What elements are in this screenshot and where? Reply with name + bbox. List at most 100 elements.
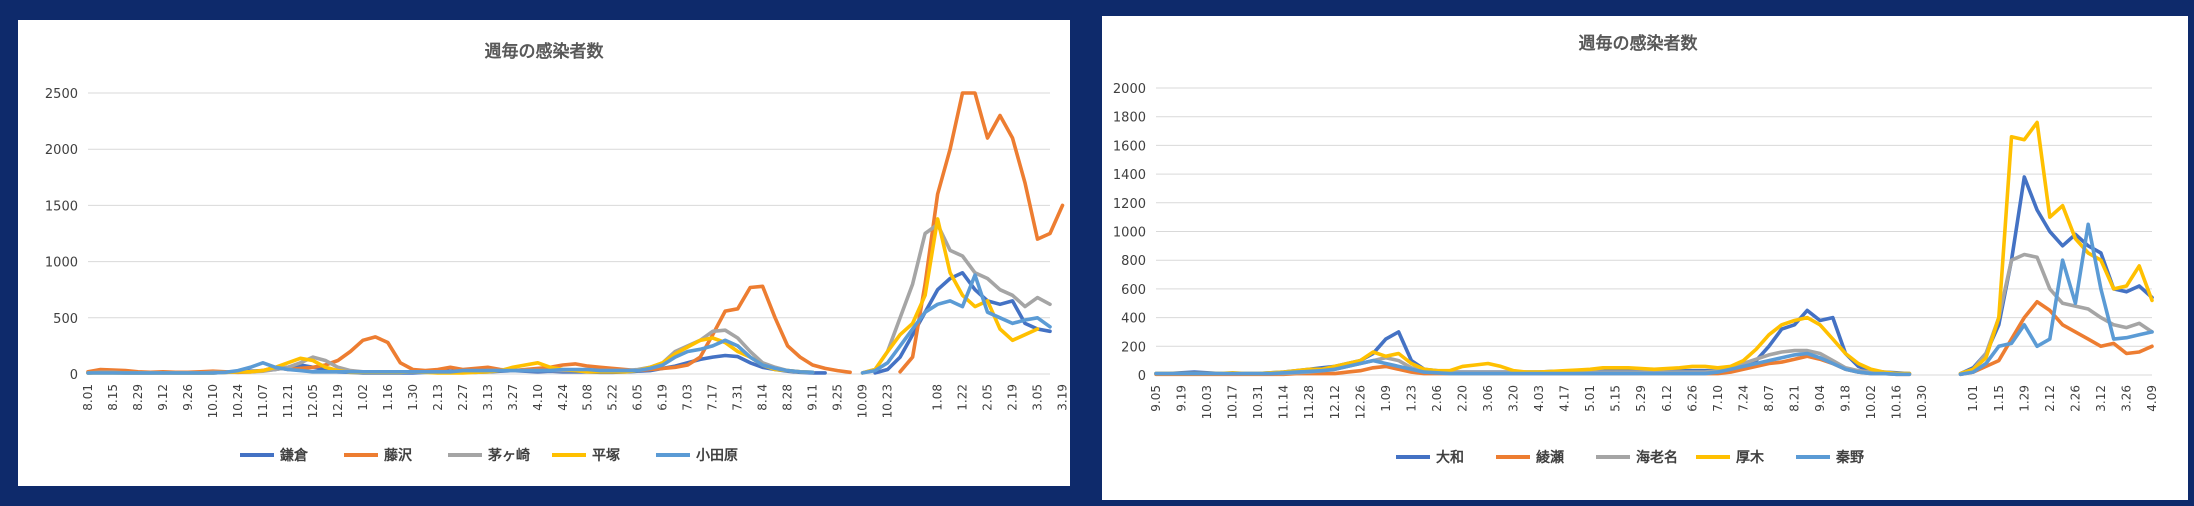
y-tick-label: 600 — [1121, 283, 1146, 298]
x-tick-label: 10.03 — [1200, 385, 1214, 419]
x-tick-label: 8.07 — [1762, 385, 1776, 412]
x-tick-label: 1.08 — [931, 384, 945, 411]
series-line-小田原 — [860, 273, 1052, 375]
chart-panel-left: 週毎の感染者数 0 500 1000 1500 2000 2500 8.01 8.15 8.29 9… — [18, 20, 1070, 486]
x-tick-label: 8.15 — [106, 384, 120, 411]
x-tick-label: 10.16 — [1890, 385, 1904, 419]
x-tick-label: 7.03 — [681, 384, 695, 411]
x-tick-label: 1.23 — [1404, 385, 1418, 412]
y-tick-label: 1500 — [45, 199, 78, 214]
series-line-小田原 — [86, 338, 815, 375]
legend-label: 茅ヶ崎 — [488, 447, 530, 464]
x-tick-label: 2.12 — [2043, 385, 2057, 412]
series-line-海老名 — [1958, 252, 2154, 376]
x-tick-label: 2.13 — [431, 384, 445, 411]
chart-title: 週毎の感染者数 — [485, 41, 605, 62]
x-tick-label: 3.06 — [1481, 385, 1495, 412]
y-tick-label: 1000 — [1113, 226, 1146, 241]
x-tick-label: 6.05 — [631, 384, 645, 411]
y-tick-label: 1600 — [1113, 139, 1146, 154]
legend-label: 藤沢 — [384, 447, 413, 464]
x-tick-label: 4.24 — [556, 384, 570, 411]
series-line-平塚 — [860, 217, 1040, 375]
chart-panel-right: 週毎の感染者数 0 200 400 600 800 1000 1200 1400 1600 1800… — [1102, 16, 2188, 500]
x-tick-label: 1.09 — [1379, 385, 1393, 412]
legend-label: 大和 — [1436, 449, 1464, 466]
series-line-茅ヶ崎 — [860, 222, 1052, 375]
legend-label: 秦野 — [1835, 449, 1864, 466]
x-tick-label: 9.11 — [806, 384, 820, 411]
series-line-藤沢 — [898, 91, 1065, 374]
y-tick-label: 800 — [1121, 254, 1146, 269]
x-tick-label: 6.19 — [656, 384, 670, 411]
x-tick-label: 2.20 — [1455, 385, 1469, 412]
x-tick-label: 7.10 — [1711, 385, 1725, 412]
x-tick-label: 9.12 — [156, 384, 170, 411]
y-tick-label: 500 — [53, 312, 78, 327]
x-tick-label: 7.31 — [731, 384, 745, 411]
y-tick-label: 1000 — [45, 256, 78, 271]
x-tick-label: 9.05 — [1149, 385, 1163, 412]
y-tick-label: 1800 — [1113, 111, 1146, 126]
x-tick-label: 8.01 — [81, 384, 95, 411]
x-tick-label: 10.30 — [1915, 385, 1929, 419]
x-tick-label: 9.18 — [1839, 385, 1853, 412]
x-tick-label: 2.19 — [1006, 384, 1020, 411]
x-tick-label: 11.07 — [256, 384, 270, 418]
x-tick-label: 3.19 — [1055, 384, 1069, 411]
x-tick-label: 1.01 — [1966, 385, 1980, 412]
x-tick-label: 8.29 — [131, 384, 145, 411]
x-tick-label: 11.21 — [281, 384, 295, 418]
x-tick-label: 2.26 — [2068, 385, 2082, 412]
x-tick-label: 11.28 — [1302, 385, 1316, 419]
x-tick-label: 4.09 — [2145, 385, 2159, 412]
x-tick-label: 5.22 — [606, 384, 620, 411]
x-tick-label: 7.24 — [1736, 385, 1750, 412]
series-line-秦野 — [1154, 351, 1912, 377]
x-tick-label: 3.26 — [2119, 385, 2133, 412]
x-tick-label: 9.26 — [181, 384, 195, 411]
x-tick-label: 1.02 — [356, 384, 370, 411]
x-tick-label: 10.10 — [206, 384, 220, 418]
x-tick-label: 7.17 — [706, 384, 720, 411]
legend-label: 綾瀬 — [1536, 449, 1564, 466]
x-tick-label: 1.29 — [2017, 385, 2031, 412]
y-tick-label: 2000 — [45, 143, 78, 158]
series-line-厚木 — [1154, 315, 1912, 376]
x-tick-label: 6.26 — [1685, 385, 1699, 412]
y-tick-label: 1400 — [1113, 168, 1146, 183]
chart-left: 週毎の感染者数 0 500 1000 1500 2000 2500 8.01 8.15 8.29 9… — [45, 41, 1070, 464]
x-tick-label: 4.17 — [1558, 385, 1572, 412]
x-tick-label: 10.23 — [881, 384, 895, 418]
chart-right: 週毎の感染者数 0 200 400 600 800 1000 1200 1400 1600 1800… — [1113, 33, 2159, 466]
x-tick-label: 5.08 — [581, 384, 595, 411]
y-tick-label: 1200 — [1113, 197, 1146, 212]
series-line-厚木 — [1958, 120, 2154, 376]
x-tick-label: 4.03 — [1532, 385, 1546, 412]
x-tick-label: 2.05 — [981, 384, 995, 411]
legend-label: 平塚 — [592, 448, 620, 464]
x-tick-label: 3.20 — [1507, 385, 1521, 412]
x-tick-label: 8.14 — [756, 384, 770, 411]
y-tick-label: 200 — [1121, 340, 1146, 355]
x-tick-label: 4.10 — [531, 384, 545, 411]
y-tick-label: 0 — [70, 368, 78, 383]
legend-label: 海老名 — [1636, 449, 1678, 466]
x-tick-label: 1.16 — [381, 384, 395, 411]
x-tick-label: 12.05 — [306, 384, 320, 418]
x-tick-label: 12.26 — [1353, 385, 1367, 419]
x-tick-label: 12.19 — [331, 384, 345, 418]
x-tick-label: 6.12 — [1660, 385, 1674, 412]
x-tick-label: 3.13 — [481, 384, 495, 411]
legend-label: 厚木 — [1736, 449, 1765, 466]
x-tick-label: 10.24 — [231, 384, 245, 418]
x-tick-label: 3.05 — [1031, 384, 1045, 411]
x-tick-label: 2.06 — [1430, 385, 1444, 412]
x-tick-label: 1.22 — [956, 384, 970, 411]
x-tick-label: 10.09 — [856, 384, 870, 418]
legend-label: 鎌倉 — [279, 447, 309, 464]
x-tick-label: 11.14 — [1277, 385, 1291, 419]
y-tick-label: 2000 — [1113, 82, 1146, 97]
series-line-藤沢 — [86, 284, 852, 375]
x-tick-label: 10.31 — [1251, 385, 1265, 419]
